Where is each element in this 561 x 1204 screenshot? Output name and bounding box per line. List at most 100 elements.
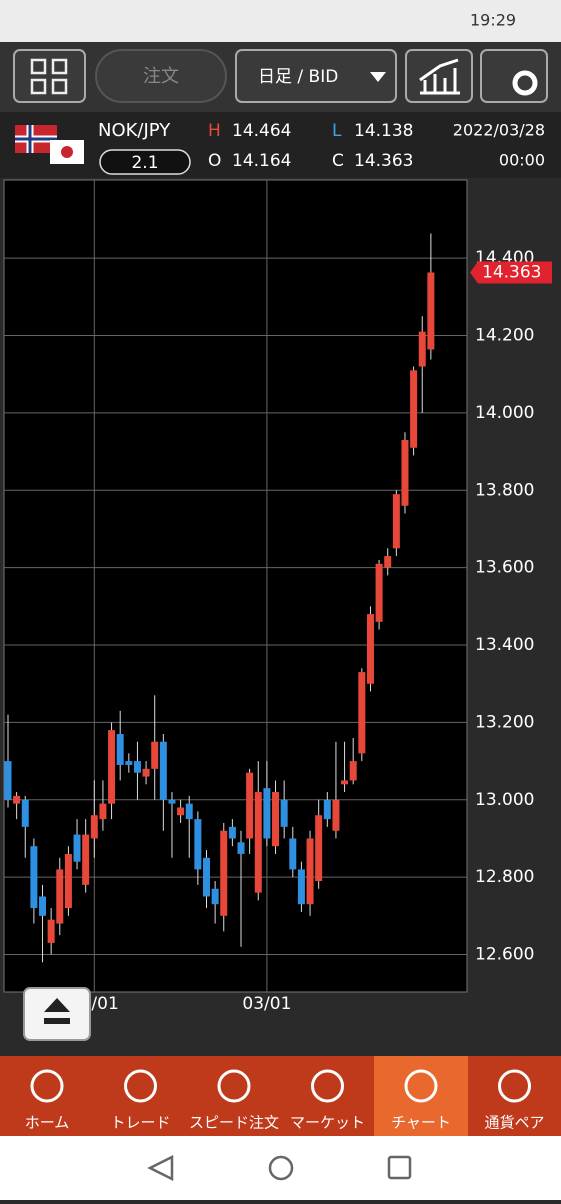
candle-body bbox=[323, 799, 331, 820]
price-tag-label: 14.363 bbox=[482, 262, 541, 282]
chart: 12.600 12.800 13.000 13.200 13.400 13.600 13.8… bbox=[4, 180, 552, 1014]
candle-body bbox=[246, 772, 254, 839]
candle-body bbox=[220, 830, 228, 916]
candle-body bbox=[272, 792, 280, 847]
candle-body bbox=[64, 853, 72, 909]
y-tick-label: 12.800 bbox=[475, 867, 534, 887]
candle-body bbox=[4, 761, 12, 800]
chart-icon bbox=[419, 58, 460, 95]
candle-body bbox=[39, 896, 47, 916]
candle-body bbox=[375, 563, 383, 622]
system-nav bbox=[0, 1136, 561, 1200]
settings-button[interactable] bbox=[480, 49, 548, 103]
candle-body bbox=[401, 440, 409, 506]
eject-icon bbox=[44, 998, 70, 1024]
candle-body bbox=[30, 846, 38, 909]
nav-label: 通貨ペア bbox=[484, 1114, 544, 1132]
candle-body bbox=[289, 838, 297, 870]
nav-icon bbox=[217, 1069, 251, 1103]
time: 00:00 bbox=[499, 151, 545, 170]
grid-icon bbox=[30, 58, 68, 95]
candle-body bbox=[392, 494, 400, 549]
nav-icon bbox=[124, 1069, 157, 1103]
spread: 2.1 bbox=[131, 153, 158, 173]
recents-button[interactable] bbox=[387, 1155, 412, 1180]
candle-body bbox=[254, 792, 262, 893]
nav-label: トレード bbox=[110, 1114, 170, 1132]
candle-body bbox=[185, 803, 193, 820]
menu-button[interactable] bbox=[13, 49, 86, 103]
candle-body bbox=[228, 826, 236, 839]
candle-body bbox=[116, 734, 124, 765]
candle-body bbox=[133, 761, 141, 773]
dropdown-arrow bbox=[370, 72, 386, 82]
y-tick-label: 12.600 bbox=[475, 945, 534, 965]
order-label: 注文 bbox=[143, 66, 179, 87]
open-value: 14.164 bbox=[232, 151, 291, 171]
gear-icon bbox=[512, 70, 538, 96]
candle-body bbox=[151, 741, 159, 769]
nav-label: マーケット bbox=[290, 1114, 365, 1132]
home-button[interactable] bbox=[268, 1155, 294, 1181]
collapse-button[interactable] bbox=[23, 987, 91, 1041]
h-label: H bbox=[208, 121, 221, 141]
period-select[interactable] bbox=[235, 49, 397, 103]
x-tick-label: 03/01 bbox=[242, 994, 291, 1014]
y-tick-label: 13.600 bbox=[475, 558, 534, 578]
nav-items: ホーム トレード スピード注文 マーケット チャート 通貨ペア bbox=[25, 1069, 545, 1132]
candle-body bbox=[410, 370, 418, 448]
candle-body bbox=[202, 857, 210, 897]
candle-body bbox=[263, 788, 271, 839]
candle-body bbox=[237, 842, 245, 854]
candle-body bbox=[332, 799, 340, 831]
candle-body bbox=[13, 795, 21, 804]
candle-body bbox=[177, 807, 185, 816]
candle-body bbox=[73, 834, 81, 862]
period-label: 日足 / BID bbox=[258, 67, 338, 87]
back-button[interactable] bbox=[147, 1154, 174, 1182]
order-button[interactable] bbox=[95, 49, 227, 103]
candle-body bbox=[108, 730, 116, 804]
y-tick-label: 13.800 bbox=[475, 480, 534, 500]
spread-box bbox=[99, 149, 191, 175]
y-tick-label: 14.200 bbox=[475, 326, 534, 346]
nav-icon bbox=[311, 1069, 344, 1103]
candle-body bbox=[427, 272, 435, 350]
o-label: O bbox=[208, 151, 221, 171]
candle-body bbox=[315, 815, 323, 882]
candle-body bbox=[21, 799, 29, 827]
nav-label: ホーム bbox=[25, 1114, 70, 1132]
candle-body bbox=[418, 331, 426, 367]
clock: 19:29 bbox=[470, 11, 516, 30]
candle-body bbox=[358, 672, 366, 754]
date: 2022/03/28 bbox=[453, 121, 545, 140]
candle-body bbox=[280, 799, 288, 827]
pair: NOK/JPY bbox=[98, 120, 171, 141]
candle-body bbox=[82, 834, 90, 885]
bottom-nav bbox=[0, 1056, 561, 1136]
active-tab bbox=[374, 1056, 468, 1136]
y-tick-label: 13.400 bbox=[475, 635, 534, 655]
close-value: 14.363 bbox=[354, 151, 413, 171]
candle-body bbox=[194, 819, 202, 870]
candle-body bbox=[90, 815, 98, 839]
y-tick-label: 14.000 bbox=[475, 403, 534, 423]
header bbox=[0, 112, 561, 178]
candle-body bbox=[341, 780, 349, 785]
price-tag bbox=[470, 261, 552, 284]
candle-body bbox=[99, 803, 107, 820]
y-tick-label: 13.000 bbox=[475, 790, 534, 810]
l-label: L bbox=[332, 121, 342, 141]
c-label: C bbox=[332, 151, 344, 171]
y-tick-label: 13.200 bbox=[475, 712, 534, 732]
low-value: 14.138 bbox=[354, 121, 413, 141]
candle-body bbox=[168, 799, 176, 804]
nav-icon bbox=[404, 1069, 438, 1103]
candle-body bbox=[142, 768, 150, 777]
candle-body bbox=[297, 869, 305, 905]
high-value: 14.464 bbox=[232, 121, 291, 141]
candle-body bbox=[384, 556, 392, 568]
candle-body bbox=[366, 614, 374, 684]
candle-body bbox=[159, 741, 167, 800]
